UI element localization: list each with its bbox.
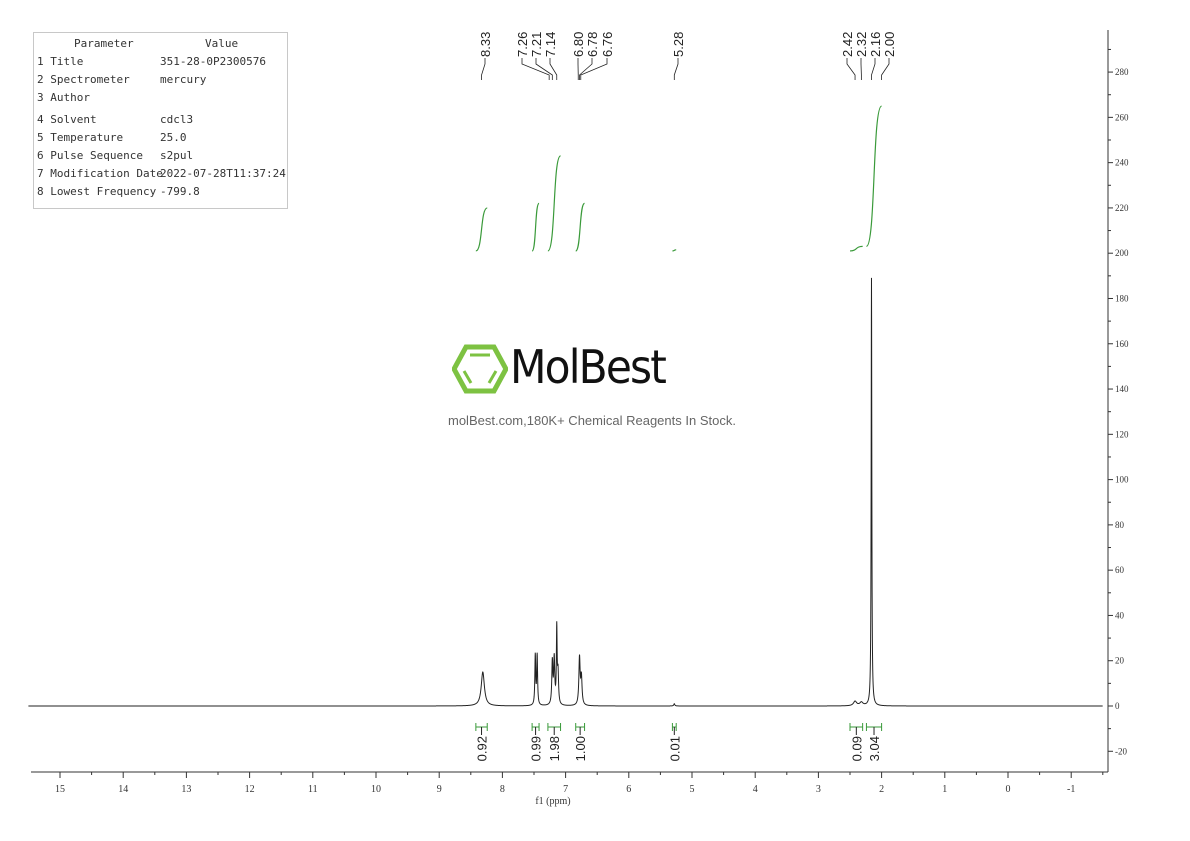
parameter-table: Parameter Value 1 Title 351-28-0P2300576 2… bbox=[33, 32, 288, 209]
param-label: 1 Title bbox=[37, 55, 84, 68]
integral-value: 0.01 bbox=[667, 736, 682, 761]
x-tick-label: 1 bbox=[942, 784, 947, 795]
integral-value: 1.00 bbox=[573, 736, 588, 761]
watermark-brand: MolBest bbox=[510, 340, 667, 394]
peak-label: 2.16 bbox=[868, 32, 883, 57]
peak-label: 6.76 bbox=[600, 32, 615, 57]
peak-label: 6.78 bbox=[585, 32, 600, 57]
y-tick-label: 200 bbox=[1115, 248, 1129, 258]
integral-value: 0.09 bbox=[849, 736, 864, 761]
peak-label: 7.14 bbox=[543, 32, 558, 57]
param-label: 5 Temperature bbox=[37, 131, 124, 144]
x-tick-label: 11 bbox=[308, 784, 318, 795]
param-value: cdcl3 bbox=[160, 113, 194, 126]
param-header-parameter: Parameter bbox=[74, 37, 134, 50]
x-tick-label: 8 bbox=[500, 784, 505, 795]
param-value: mercury bbox=[160, 73, 207, 86]
integral-curve bbox=[547, 155, 562, 252]
y-tick-label: 120 bbox=[1115, 429, 1129, 439]
peak-label: 2.32 bbox=[854, 32, 869, 57]
param-label: 4 Solvent bbox=[37, 113, 97, 126]
y-tick-label: 260 bbox=[1115, 112, 1129, 122]
molbest-logo-icon bbox=[452, 344, 508, 394]
x-tick-label: 14 bbox=[118, 784, 128, 795]
integral-value: 1.98 bbox=[547, 736, 562, 761]
x-tick-label: 15 bbox=[55, 784, 65, 795]
x-tick-label: -1 bbox=[1067, 784, 1075, 795]
x-tick-label: 13 bbox=[181, 784, 191, 795]
peak-label-leader bbox=[871, 58, 876, 80]
spectrum-line bbox=[28, 277, 1103, 707]
integral-value: 3.04 bbox=[867, 736, 882, 761]
param-value: s2pul bbox=[160, 149, 194, 162]
y-tick-label: 140 bbox=[1115, 384, 1129, 394]
y-tick-label: 0 bbox=[1115, 701, 1120, 711]
peak-label-leader bbox=[846, 58, 856, 80]
x-tick-label: 4 bbox=[753, 784, 758, 795]
peak-label-leader bbox=[579, 58, 593, 80]
x-tick-label: 12 bbox=[245, 784, 255, 795]
y-tick-label: 220 bbox=[1115, 203, 1129, 213]
param-value: 2022-07-28T11:37:24 bbox=[160, 167, 286, 180]
peak-label: 2.42 bbox=[840, 32, 855, 57]
peak-label-leader bbox=[535, 58, 553, 80]
x-tick-label: 7 bbox=[563, 784, 568, 795]
peak-label: 7.26 bbox=[515, 32, 530, 57]
x-tick-label: 2 bbox=[879, 784, 884, 795]
peak-label: 5.28 bbox=[671, 32, 686, 57]
y-tick-label: 280 bbox=[1115, 67, 1129, 77]
param-label: 6 Pulse Sequence bbox=[37, 149, 143, 162]
x-tick-label: 9 bbox=[437, 784, 442, 795]
peak-label: 6.80 bbox=[571, 32, 586, 57]
integral-curve bbox=[575, 202, 586, 252]
peak-label-leader bbox=[580, 58, 608, 80]
integral-curve bbox=[475, 207, 488, 252]
y-tick-label: 180 bbox=[1115, 293, 1129, 303]
y-tick-label: 60 bbox=[1115, 565, 1125, 575]
y-tick-label: 40 bbox=[1115, 610, 1125, 620]
y-tick-label: 20 bbox=[1115, 656, 1125, 666]
x-tick-label: 6 bbox=[626, 784, 631, 795]
y-tick-label: 100 bbox=[1115, 475, 1129, 485]
param-label: 7 Modification Date bbox=[37, 167, 163, 180]
peak-label-leader bbox=[673, 58, 679, 80]
peak-label: 2.00 bbox=[882, 32, 897, 57]
peak-label-leader bbox=[549, 58, 558, 80]
param-value: 351-28-0P2300576 bbox=[160, 55, 266, 68]
peak-label: 7.21 bbox=[529, 32, 544, 57]
x-tick-label: 3 bbox=[816, 784, 821, 795]
integral-curve bbox=[531, 202, 540, 252]
peak-label-leader bbox=[881, 58, 890, 80]
peak-label: 8.33 bbox=[478, 32, 493, 57]
x-tick-label: 10 bbox=[371, 784, 381, 795]
x-tick-label: 5 bbox=[690, 784, 695, 795]
y-tick-label: 160 bbox=[1115, 339, 1129, 349]
watermark-tagline: molBest.com,180K+ Chemical Reagents In S… bbox=[448, 413, 736, 428]
y-tick-label: 240 bbox=[1115, 158, 1129, 168]
param-label: 3 Author bbox=[37, 91, 90, 104]
param-label: 2 Spectrometer bbox=[37, 73, 130, 86]
param-header-value: Value bbox=[205, 37, 239, 50]
param-value: -799.8 bbox=[160, 185, 200, 198]
x-axis-label: f1 (ppm) bbox=[535, 796, 570, 807]
x-tick-label: 0 bbox=[1006, 784, 1011, 795]
param-label: 8 Lowest Frequency bbox=[37, 185, 157, 198]
integral-curve bbox=[865, 105, 883, 248]
integral-curve bbox=[672, 249, 677, 252]
y-tick-label: 80 bbox=[1115, 520, 1125, 530]
integral-value: 0.99 bbox=[529, 736, 544, 761]
y-tick-label: -20 bbox=[1115, 746, 1127, 756]
integral-curve bbox=[849, 245, 863, 252]
peak-label-leader bbox=[521, 58, 550, 80]
peak-label-leader bbox=[481, 58, 486, 80]
param-value: 25.0 bbox=[160, 131, 187, 144]
integral-value: 0.92 bbox=[475, 736, 490, 761]
